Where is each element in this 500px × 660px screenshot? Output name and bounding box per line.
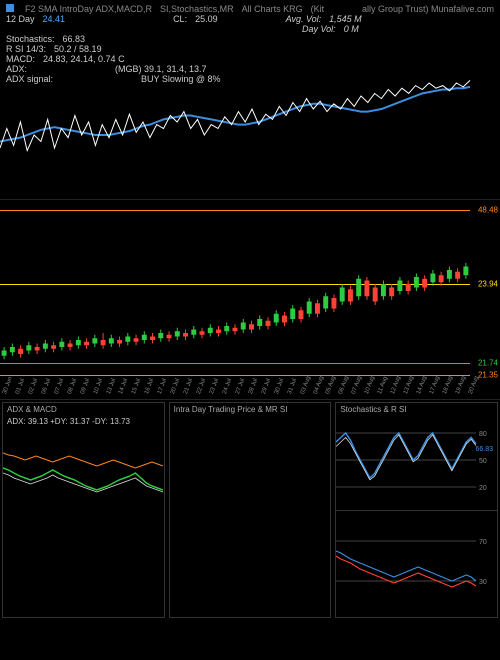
avg-vol-label: Avg. Vol: <box>286 14 322 24</box>
close-value: 25.09 <box>195 14 218 24</box>
panel-title: ADX & MACD <box>3 403 61 416</box>
legend-swatch <box>6 4 14 12</box>
macd-value: 24.83, 24.14, 0.74 C <box>43 54 125 64</box>
legend-text: F2 SMA IntroDay ADX,MACD,R <box>25 4 152 14</box>
header-panel: F2 SMA IntroDay ADX,MACD,R SI,Stochastic… <box>0 0 500 70</box>
intraday-panel: Intra Day Trading Price & MR SI <box>169 402 332 618</box>
svg-text:30: 30 <box>479 579 487 586</box>
stoch-label: Stochastics: <box>6 34 55 44</box>
stoch-value-label: 66.83 <box>475 446 493 453</box>
twelve-day-label: 12 Day <box>6 14 35 24</box>
legend-text: (Kit <box>311 4 325 14</box>
stoch-value: 66.83 <box>63 34 86 44</box>
avg-vol-value: 1,545 M <box>329 14 362 24</box>
svg-text:80: 80 <box>479 431 487 438</box>
source-text: ally Group Trust) Munafalive.com <box>362 4 494 14</box>
rsi-label: R SI 14/3: <box>6 44 46 54</box>
twelve-day-value: 24.41 <box>43 14 66 24</box>
stochastics-subchart: 20 50 80 66.83 <box>336 403 497 511</box>
legend-text: SI,Stochastics,MR <box>160 4 234 14</box>
candlestick-chart: 48.4823.9421.7421.35 30 Jun01 Jul02 Jul0… <box>0 200 500 400</box>
adx-readout: ADX: 39.13 +DY: 31.37 -DY: 13.73 <box>7 417 130 426</box>
indicator-row: ADX & MACD ADX: 39.13 +DY: 31.37 -DY: 13… <box>0 400 500 620</box>
stoch-rsi-panel: Stochastics & R SI 20 50 80 66.83 30 70 <box>335 402 498 618</box>
close-label: CL: <box>173 14 187 24</box>
adx-macd-panel: ADX & MACD ADX: 39.13 +DY: 31.37 -DY: 13… <box>2 402 165 618</box>
legend-text: All Charts KRG <box>242 4 303 14</box>
x-axis-labels: 30 Jun01 Jul02 Jul06 Jul07 Jul08 Jul09 J… <box>0 393 470 399</box>
svg-text:20: 20 <box>479 485 487 492</box>
rsi-value: 50.2 / 58.19 <box>54 44 102 54</box>
macd-label: MACD: <box>6 54 35 64</box>
svg-text:50: 50 <box>479 458 487 465</box>
day-vol-value: 0 M <box>344 24 359 34</box>
rsi-subchart: 30 70 <box>336 511 497 618</box>
panel-title: Intra Day Trading Price & MR SI <box>170 403 292 416</box>
day-vol-label: Day Vol: <box>302 24 336 34</box>
svg-text:70: 70 <box>479 539 487 546</box>
price-line-chart <box>0 70 500 200</box>
panel-title: Stochastics & R SI <box>336 403 410 416</box>
